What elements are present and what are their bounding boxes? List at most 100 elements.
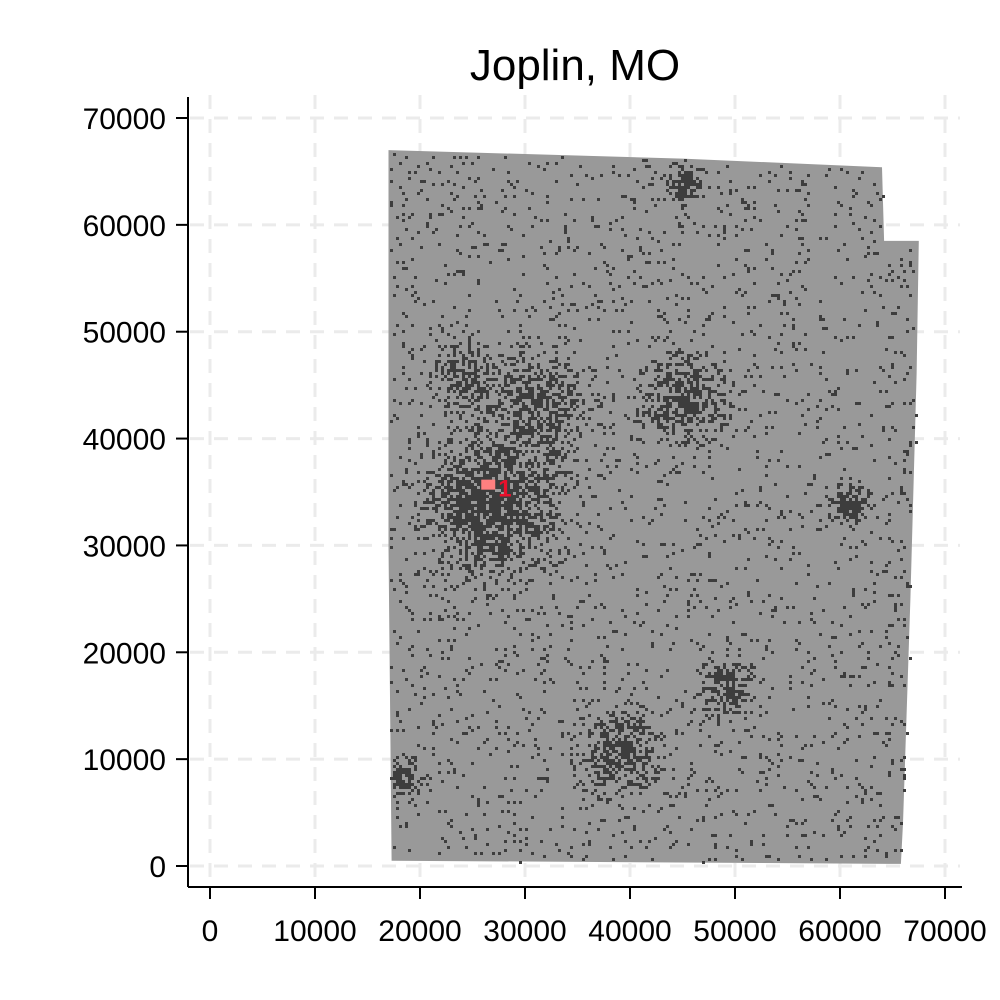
data-cell xyxy=(885,279,888,282)
data-cell xyxy=(594,294,597,297)
data-cell xyxy=(528,480,531,483)
data-cell xyxy=(552,297,555,300)
data-cell xyxy=(609,273,612,276)
data-cell xyxy=(507,750,510,753)
data-cell xyxy=(843,243,846,246)
data-cell xyxy=(516,480,519,483)
data-cell xyxy=(708,390,711,393)
data-cell xyxy=(903,624,906,627)
data-cell xyxy=(636,702,639,705)
data-cell xyxy=(612,738,615,741)
data-cell xyxy=(540,390,543,393)
data-cell xyxy=(477,330,480,333)
data-cell xyxy=(639,738,642,741)
data-cell xyxy=(570,519,573,522)
data-cell xyxy=(510,513,513,516)
data-cell xyxy=(705,780,708,783)
data-cell xyxy=(447,426,450,429)
data-cell xyxy=(567,489,570,492)
data-cell xyxy=(507,375,510,378)
data-cell xyxy=(531,609,534,612)
data-cell xyxy=(546,423,549,426)
data-cell xyxy=(528,522,531,525)
data-cell xyxy=(390,729,393,732)
data-cell xyxy=(519,633,522,636)
data-cell xyxy=(768,594,771,597)
data-cell xyxy=(519,354,522,357)
data-cell xyxy=(666,669,669,672)
data-cell xyxy=(513,597,516,600)
data-cell xyxy=(537,477,540,480)
data-cell xyxy=(534,483,537,486)
data-cell xyxy=(540,777,543,780)
data-cell xyxy=(555,357,558,360)
data-cell xyxy=(894,603,897,606)
data-cell xyxy=(888,519,891,522)
data-cell xyxy=(447,759,450,762)
data-cell xyxy=(576,522,579,525)
data-cell xyxy=(582,843,585,846)
data-cell xyxy=(522,489,525,492)
data-cell xyxy=(567,357,570,360)
data-cell xyxy=(693,465,696,468)
data-cell xyxy=(558,408,561,411)
data-cell xyxy=(459,480,462,483)
data-cell xyxy=(441,501,444,504)
data-cell xyxy=(555,381,558,384)
data-cell xyxy=(474,597,477,600)
data-cell xyxy=(822,678,825,681)
data-cell xyxy=(477,540,480,543)
data-cell xyxy=(528,375,531,378)
data-cell xyxy=(744,501,747,504)
data-cell xyxy=(540,789,543,792)
data-cell xyxy=(798,252,801,255)
data-cell xyxy=(507,504,510,507)
data-cell xyxy=(414,171,417,174)
data-cell xyxy=(663,756,666,759)
data-cell xyxy=(549,513,552,516)
data-cell xyxy=(699,390,702,393)
data-cell xyxy=(651,393,654,396)
data-cell xyxy=(564,657,567,660)
data-cell xyxy=(720,378,723,381)
data-cell xyxy=(615,459,618,462)
data-cell xyxy=(720,369,723,372)
data-cell xyxy=(726,639,729,642)
data-cell xyxy=(393,276,396,279)
data-cell xyxy=(528,546,531,549)
data-cell xyxy=(492,489,495,492)
data-cell xyxy=(648,804,651,807)
data-cell xyxy=(627,276,630,279)
data-cell xyxy=(471,570,474,573)
data-cell xyxy=(411,258,414,261)
data-cell xyxy=(519,549,522,552)
data-cell xyxy=(456,171,459,174)
data-cell xyxy=(720,393,723,396)
data-cell xyxy=(702,402,705,405)
data-cell xyxy=(597,777,600,780)
data-cell xyxy=(543,855,546,858)
data-cell xyxy=(516,555,519,558)
data-cell xyxy=(408,849,411,852)
data-cell xyxy=(561,384,564,387)
data-cell xyxy=(498,573,501,576)
data-cell xyxy=(483,489,486,492)
data-cell xyxy=(612,729,615,732)
data-cell xyxy=(648,522,651,525)
data-cell xyxy=(471,162,474,165)
data-cell xyxy=(513,426,516,429)
data-cell xyxy=(648,261,651,264)
data-cell xyxy=(663,411,666,414)
data-cell xyxy=(657,240,660,243)
data-cell xyxy=(411,357,414,360)
data-cell xyxy=(906,585,909,588)
data-cell xyxy=(453,351,456,354)
data-cell xyxy=(513,645,516,648)
data-cell xyxy=(534,525,537,528)
data-cell xyxy=(573,375,576,378)
data-cell xyxy=(498,450,501,453)
data-cell xyxy=(615,762,618,765)
data-cell xyxy=(831,501,834,504)
data-cell xyxy=(519,414,522,417)
data-cell xyxy=(660,438,663,441)
